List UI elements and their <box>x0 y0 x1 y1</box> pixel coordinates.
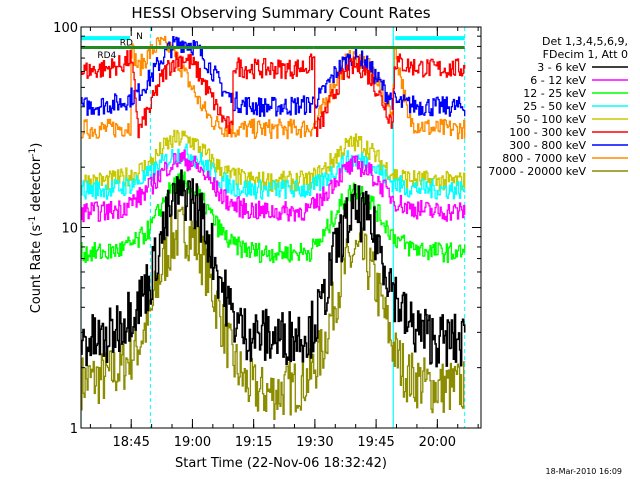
chart-title: HESSI Observing Summary Count Rates <box>131 4 430 22</box>
x-tick-label: 18:45 <box>112 435 149 450</box>
series-line-100-300keV <box>81 49 466 139</box>
series-line-300-800keV <box>81 36 466 117</box>
series-line-3-6keV <box>81 169 466 368</box>
legend: Det 1,3,4,5,6,9,FDecim 1, Att 03 - 6 keV… <box>488 35 628 178</box>
legend-entry-label: 300 - 800 keV <box>509 139 586 152</box>
x-axis-label: Start Time (22-Nov-06 18:32:42) <box>175 456 387 471</box>
flag-label-RD4: RD4 <box>97 51 116 61</box>
y-axis-label-main: Count Rate (s <box>29 225 44 314</box>
y-tick-label: 1 <box>70 422 78 437</box>
legend-entry-label: 25 - 50 keV <box>523 100 586 113</box>
legend-header-line: Det 1,3,4,5,6,9, <box>542 35 628 48</box>
y-tick-label: 10 <box>61 222 78 237</box>
y-axis-label-end: ) <box>29 143 44 148</box>
x-tick-label: 19:00 <box>174 435 211 450</box>
legend-entry-label: 50 - 100 keV <box>516 113 586 126</box>
series-line-25-50keV <box>81 143 466 200</box>
legend-entry-label: 3 - 6 keV <box>537 61 586 74</box>
legend-header-line: FDecim 1, Att 0 <box>543 48 628 61</box>
series-line-7000-20000keV <box>81 206 466 420</box>
x-tick-label: 19:30 <box>296 435 333 450</box>
x-tick-label: 19:15 <box>235 435 272 450</box>
series-line-800-7000keV <box>81 35 466 140</box>
y-tick-label: 100 <box>53 21 78 36</box>
flag-label-N: N <box>136 32 143 42</box>
x-tick-label: 19:45 <box>357 435 394 450</box>
series-line-6-12keV <box>81 149 466 223</box>
legend-entry-label: 7000 - 20000 keV <box>488 165 586 178</box>
flag-label-RD: RD <box>120 39 133 49</box>
legend-entry-label: 100 - 300 keV <box>509 126 586 139</box>
series-line-12-25keV <box>81 171 466 264</box>
legend-entry-label: 800 - 7000 keV <box>502 152 586 165</box>
y-axis-label-mid: detector <box>29 156 44 216</box>
y-axis-label: Count Rate (s-1 detector-1) <box>28 143 44 314</box>
legend-entry-label: 6 - 12 keV <box>530 74 586 87</box>
y-axis-label-sup2: -1 <box>28 148 38 157</box>
x-tick-label: 20:00 <box>419 435 456 450</box>
footer-timestamp: 18-Mar-2010 16:09 <box>546 467 623 476</box>
plot-area: NRD RD4 1 10 100 18:45 19:00 19:15 19:30 19:45 20:… <box>53 21 482 450</box>
data-layer: NRD RD4 <box>81 27 466 428</box>
y-axis-label-sup1: -1 <box>28 216 38 225</box>
legend-entry-label: 12 - 25 keV <box>523 87 586 100</box>
